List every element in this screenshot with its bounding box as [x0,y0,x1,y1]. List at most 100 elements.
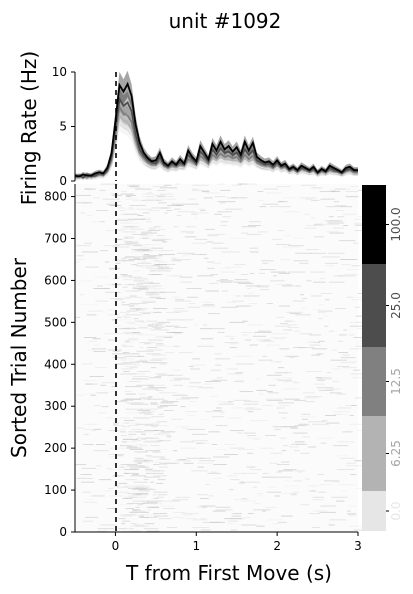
raster-spike [152,285,162,287]
raster-spike [225,266,242,268]
raster-spike [317,437,334,439]
raster-spike [224,518,242,520]
raster-spike [124,353,140,355]
raster-spike [265,192,282,194]
colorbar-tick-label: 6.25 [389,440,403,467]
raster-spike [131,403,149,405]
raster-spike [222,216,232,218]
raster-spike [154,325,172,327]
raster-spike [127,323,136,325]
raster-spike [80,212,86,214]
raster-spike [309,344,321,346]
raster-spike [83,501,97,503]
raster-spike [228,417,242,419]
raster-spike [137,373,146,375]
raster-spike [299,294,304,296]
raster-spike [326,265,334,267]
raster-spike [124,355,141,357]
raster-spike [339,457,355,459]
raster-spike [97,528,114,530]
raster-spike [131,187,141,189]
raster-spike [159,459,170,460]
raster-spike [349,348,364,350]
raster-spike [167,436,172,438]
raster-spike [112,475,124,477]
raster-spike [93,450,109,452]
raster-spike [153,226,161,228]
raster-spike [108,430,118,432]
raster-spike [245,339,252,341]
raster-spike [276,476,292,478]
raster-spike [354,223,368,225]
raster-spike [151,354,167,356]
raster-spike [308,513,321,515]
rate-y-tick-label: 0 [59,174,67,188]
raster-spike [98,479,112,481]
raster-spike [247,513,254,515]
raster-spike [272,333,289,335]
raster-spike [340,357,356,359]
raster-spike [116,316,122,318]
raster-spike [356,315,364,317]
raster-spike [186,226,196,228]
raster-spike [210,396,218,398]
raster-spike [320,505,336,507]
raster-spike [119,504,133,506]
raster-spike [303,227,317,229]
raster-spike [305,342,319,344]
raster-spike [213,410,222,411]
raster-spike [92,348,107,350]
raster-spike [139,461,151,463]
raster-spike [154,337,166,338]
raster-spike [207,267,215,269]
firing-rate-y-label: Firing Rate (Hz) [17,51,41,205]
raster-spike [249,420,268,422]
raster-spike [337,407,352,409]
raster-spike [201,301,213,303]
raster-spike [81,481,95,483]
raster-spike [151,367,156,369]
raster-spike [181,255,187,257]
raster-spike [340,206,353,208]
raster-spike [200,328,214,330]
raster-spike [160,363,168,365]
raster-spike [292,480,302,482]
raster-spike [81,304,98,306]
raster-spike [200,505,216,507]
raster-spike [138,286,148,288]
raster-spike [124,237,135,239]
raster-spike [119,466,125,468]
raster-spike [246,233,262,235]
raster-spike [145,294,153,296]
raster-spike [154,311,162,313]
raster-spike [227,373,242,375]
raster-spike [148,274,161,276]
raster-x-tick-label: 1 [192,539,200,553]
raster-spike [244,432,256,434]
raster-spike [175,426,190,428]
raster-spike [124,236,134,238]
raster-spike [136,282,154,284]
raster-spike [341,264,351,266]
raster-spike [265,506,276,508]
raster-spike [282,246,300,248]
raster-spike [283,381,297,383]
colorbar-tick-label: 0.0 [389,501,403,520]
raster-spike [167,527,178,528]
raster-spike [91,495,105,497]
raster-spike [255,285,270,287]
raster-spike [129,276,143,278]
raster-spike [77,427,84,429]
raster-spike [117,455,124,457]
raster-spike [131,510,146,512]
raster-spike [221,290,228,292]
raster-spike [244,401,259,403]
raster-spike [337,340,344,342]
raster-spike [121,257,127,259]
raster-panel: 0 100 200 300 400 500 600 700 800 0 1 2 3 Sorted Tr… [7,183,374,585]
raster-spike [108,454,126,455]
raster-spike [129,367,138,369]
raster-spike [269,206,278,208]
raster-spike [114,298,131,299]
raster-spike [213,464,227,466]
